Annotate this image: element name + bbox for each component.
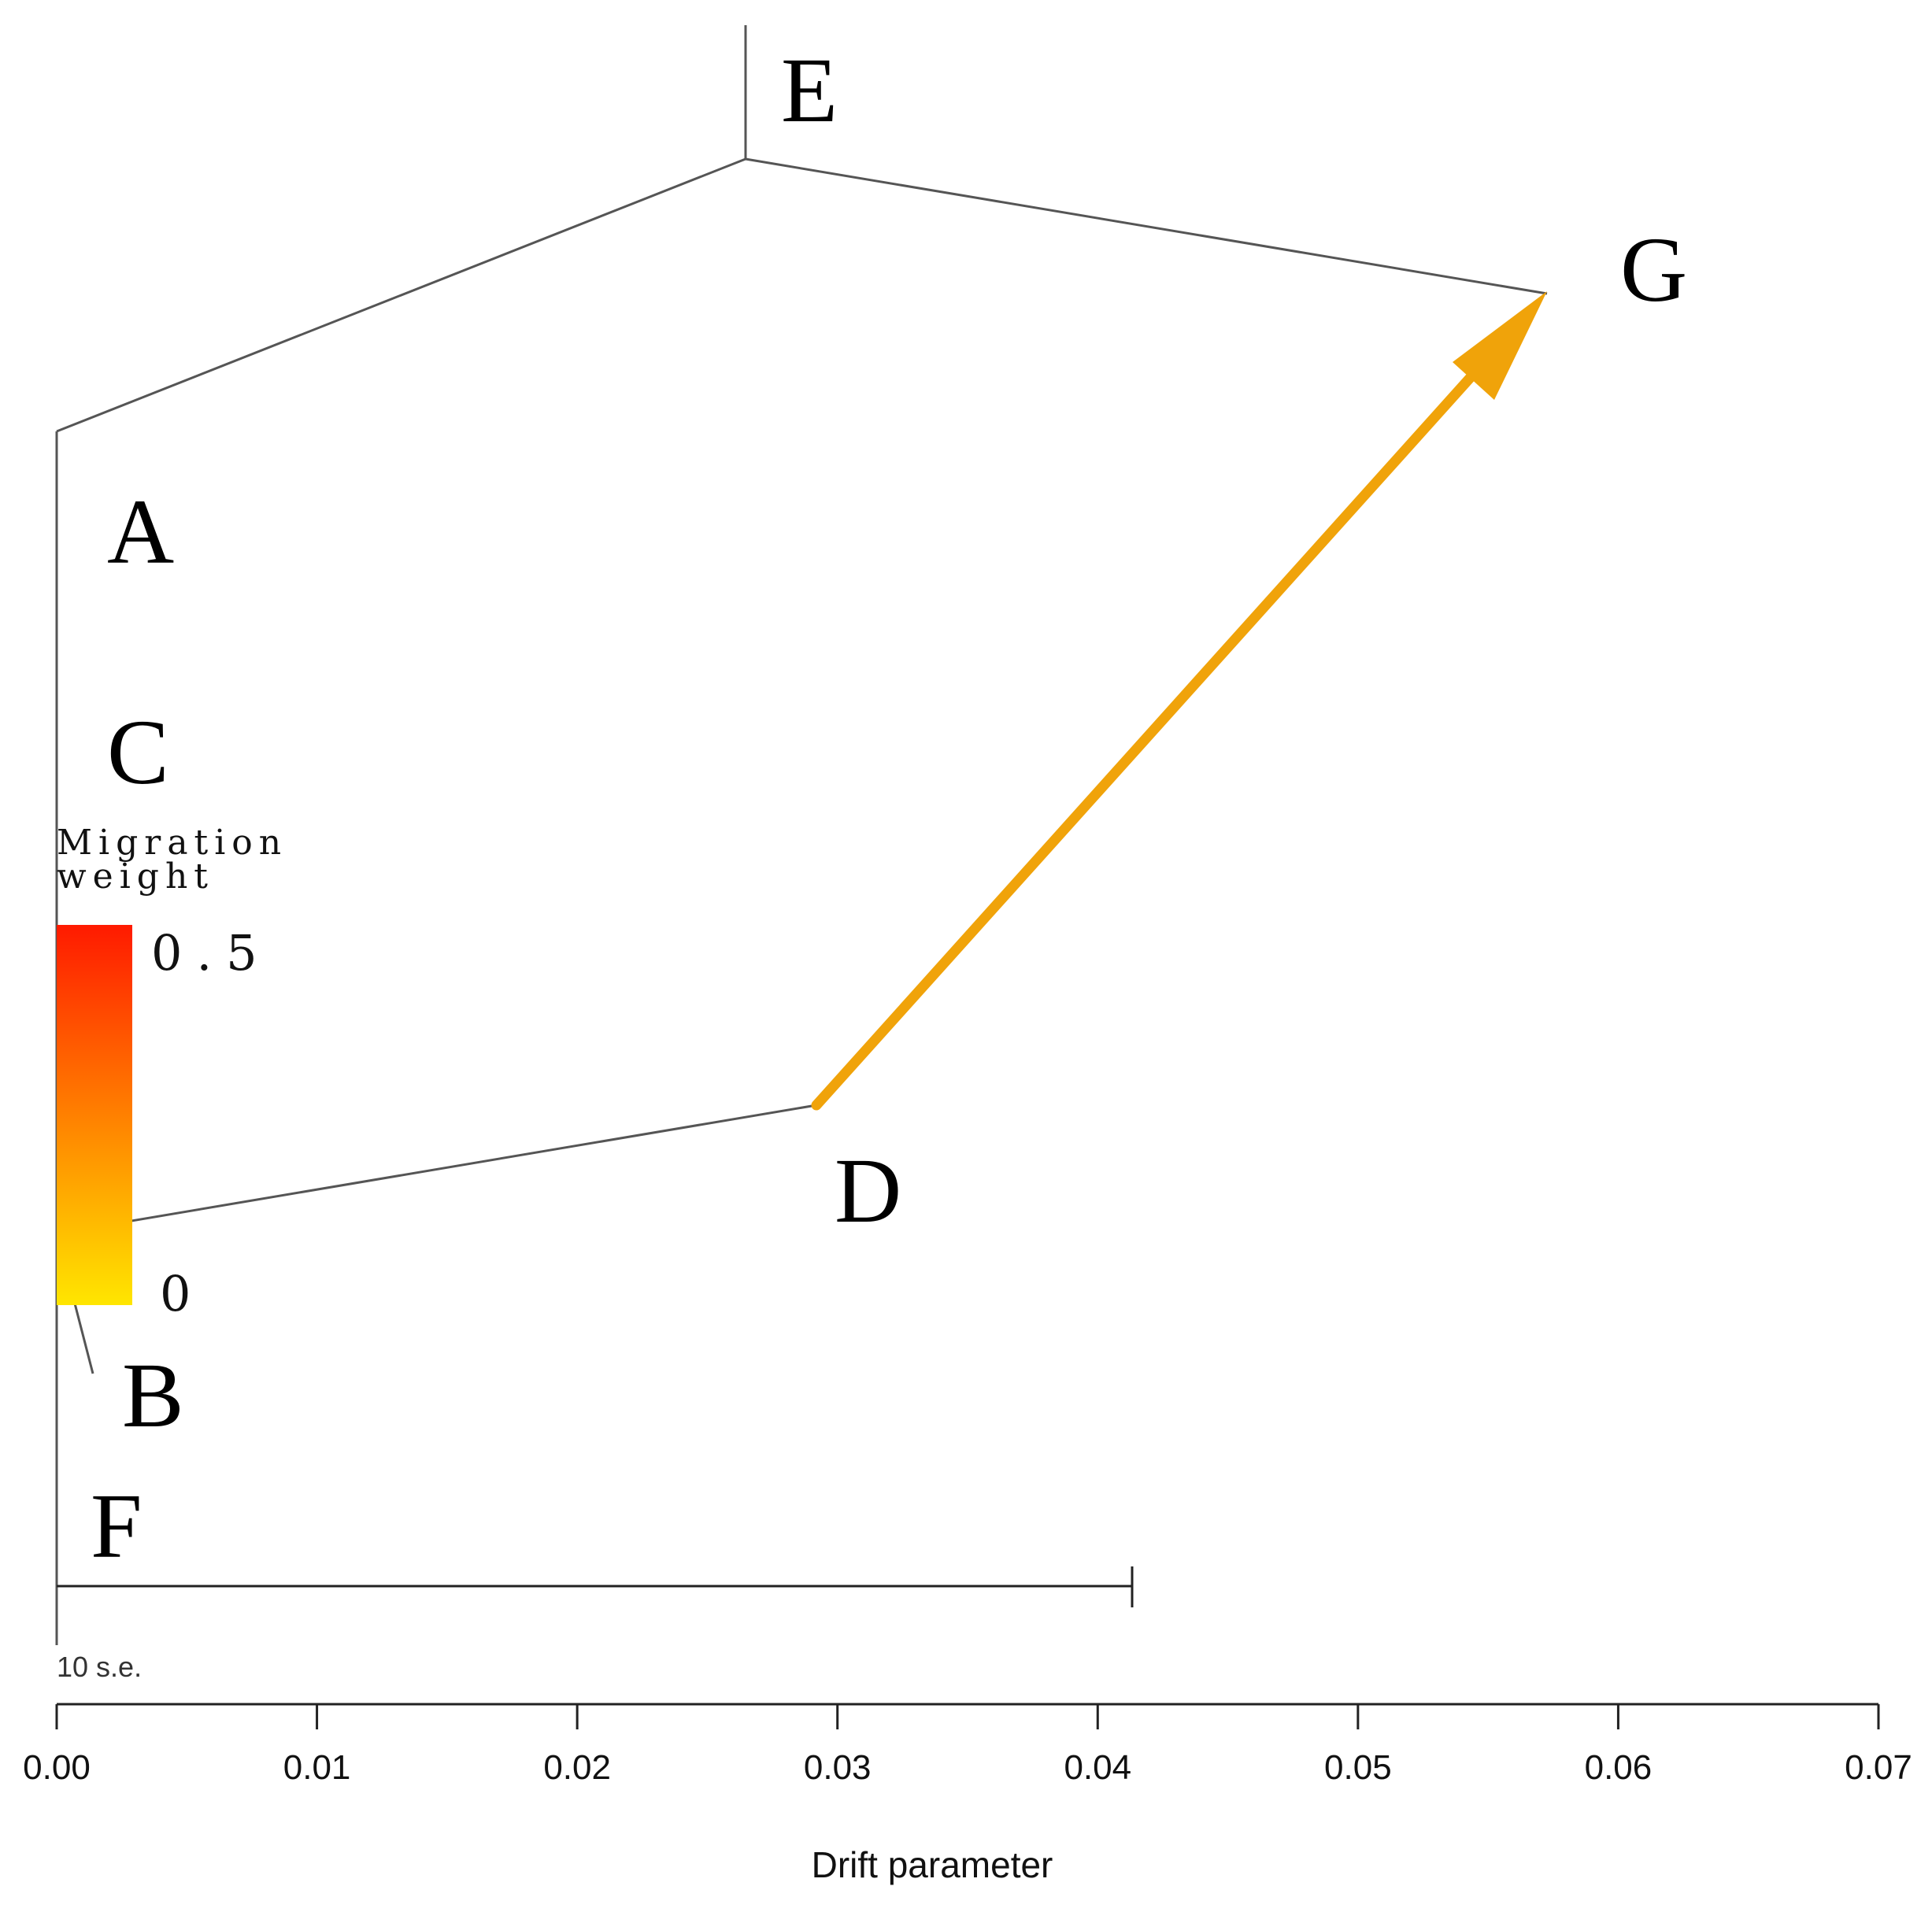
x-tick-label: 0.07 [1845,1748,1912,1787]
x-axis: 0.00 0.01 0.02 0.03 0.04 0.05 0.06 0.07 Drift p… [23,1703,1912,1885]
x-tick-label: 0.04 [1064,1748,1131,1787]
migration-arrow [811,291,1547,1111]
legend-title-line1: Migration [57,823,287,863]
edge-e-node-to-g [745,157,1548,295]
migration-arrow-shaft [811,339,1505,1111]
node-label-c: C [107,701,169,804]
x-axis-title: Drift parameter [812,1844,1053,1885]
x-tick-label: 0.00 [23,1748,91,1787]
node-label-a: A [107,480,174,583]
node-label-g: G [1620,218,1687,321]
node-label-f: F [91,1474,142,1577]
legend-title-line2: weight [57,856,214,897]
x-tick-label: 0.02 [543,1748,611,1787]
x-tick-label: 0.01 [283,1748,351,1787]
x-tick-label: 0.05 [1324,1748,1392,1787]
legend-max-label: 0.5 [151,924,272,982]
scale-bar-label: 10 s.e. [57,1651,142,1683]
node-label-e: E [781,39,838,142]
migration-arrowhead [1453,291,1547,400]
node-labels: E G A C D B F [91,39,1687,1577]
edge-to-d [56,1104,817,1235]
edge-root-to-e-node [56,157,746,433]
scale-bar: 10 s.e. [57,1566,1134,1683]
legend-color-bar [57,925,132,1305]
migration-weight-legend: Migration weight 0.5 0 [57,823,287,1322]
x-tick-label: 0.06 [1585,1748,1653,1787]
x-axis-ticks: 0.00 0.01 0.02 0.03 0.04 0.05 0.06 0.07 [23,1704,1912,1787]
x-tick-label: 0.03 [804,1748,872,1787]
legend-min-label: 0 [160,1265,205,1322]
node-label-b: B [122,1344,184,1447]
node-label-d: D [835,1139,901,1242]
